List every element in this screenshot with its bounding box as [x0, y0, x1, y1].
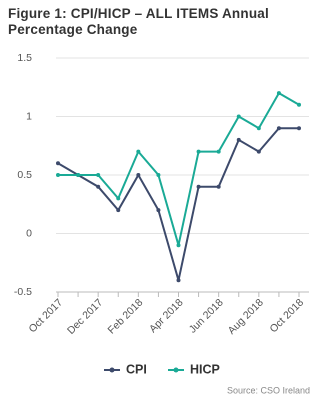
point	[136, 173, 141, 177]
point	[196, 149, 201, 154]
point	[216, 184, 221, 189]
x-tick-label: Apr 2018	[147, 296, 186, 335]
point	[196, 184, 201, 189]
point	[56, 173, 60, 177]
x-tick-label: Oct 2018	[267, 296, 306, 335]
x-tick-label: Oct 2017	[26, 296, 65, 335]
point	[56, 161, 60, 166]
point	[236, 137, 241, 142]
x-tick-label: Feb 2018	[106, 296, 146, 336]
y-tick-label: 0	[26, 227, 32, 239]
series-line	[57, 127, 299, 281]
legend-item: CPI	[104, 362, 147, 376]
point	[176, 243, 181, 248]
point	[276, 126, 281, 131]
legend-label: HICP	[190, 362, 220, 376]
point	[116, 196, 121, 201]
x-tick-label: Dec 2017	[65, 296, 105, 336]
chart-title: Figure 1: CPI/HICP – ALL ITEMS Annual Pe…	[8, 6, 269, 37]
point	[256, 126, 261, 131]
x-tick-label: Jun 2018	[187, 296, 226, 335]
y-tick-label: 0.5	[17, 169, 32, 181]
legend-marker	[173, 367, 179, 373]
point	[297, 102, 301, 107]
y-tick-label: 1.5	[17, 52, 32, 64]
source: Source: CSO Ireland	[227, 385, 310, 395]
point	[96, 184, 101, 189]
point	[76, 173, 81, 177]
point	[276, 91, 281, 96]
y-tick-label: -0.5	[14, 286, 32, 298]
point	[136, 149, 141, 154]
point	[156, 208, 161, 213]
series-line	[58, 91, 300, 246]
legend-item: HICP	[168, 362, 220, 376]
legend-marker	[109, 367, 115, 373]
point	[96, 173, 101, 177]
point	[216, 149, 221, 154]
legend-label: CPI	[126, 362, 147, 376]
point	[297, 126, 301, 131]
point	[176, 278, 181, 283]
point	[156, 173, 161, 177]
point	[256, 149, 261, 154]
y-tick-label: 1	[26, 110, 32, 122]
point	[236, 114, 241, 119]
x-tick-label: Aug 2018	[226, 296, 266, 336]
point	[116, 208, 121, 213]
